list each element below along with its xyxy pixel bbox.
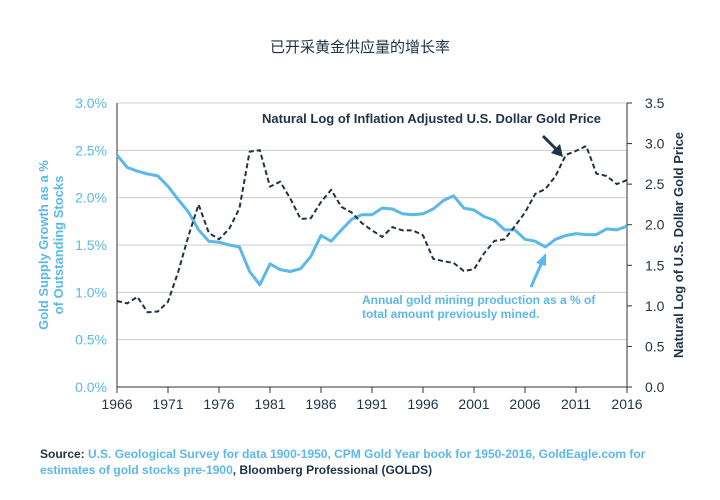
y-right-tick-label: 2.0 xyxy=(645,217,665,233)
source-trailing: , Bloomberg Professional (GOLDS) xyxy=(232,463,433,477)
y-right-axis-title: Natural Log of U.S. Dollar Gold Price xyxy=(671,132,686,358)
x-tick-label: 2011 xyxy=(561,396,591,412)
annotation-arrowhead-supply xyxy=(536,253,546,266)
annotation-supply-line: Annual gold mining production as a % of xyxy=(362,293,596,307)
y-left-tick-label: 1.0% xyxy=(75,284,107,300)
y-right-tick-label: 0.5 xyxy=(645,338,665,354)
y-left-tick-label: 2.0% xyxy=(75,190,107,206)
x-tick-label: 1971 xyxy=(152,396,183,412)
y-right-tick-label: 3.5 xyxy=(645,95,665,111)
x-tick-label: 1976 xyxy=(203,396,234,412)
y-left-tick-label: 0.0% xyxy=(75,379,107,395)
y-left-tick-label: 1.5% xyxy=(75,237,107,253)
x-tick-label: 2016 xyxy=(611,396,642,412)
chart-area: 0.0% 0.5% 1.0% 1.5% 2.0% 2.5% 3.0% 0.0 0.5 1.0 1.5… xyxy=(36,95,686,412)
annotation-supply-line: total amount previously mined. xyxy=(362,307,539,321)
y-right-tick-label: 3.0 xyxy=(645,136,665,152)
annotation-arrow-gold-price xyxy=(541,134,559,152)
series-line-supply-growth xyxy=(115,154,628,287)
x-tick-label: 1966 xyxy=(101,396,132,412)
x-tick-label: 1986 xyxy=(305,396,336,412)
annotation-arrow-supply xyxy=(529,261,544,288)
y-right-tick-label: 2.5 xyxy=(645,176,665,192)
x-tick-label: 2006 xyxy=(509,396,540,412)
series-line-gold-price xyxy=(116,145,628,314)
y-left-tick-label: 2.5% xyxy=(75,142,107,158)
y-right-tick-label: 1.5 xyxy=(645,257,665,273)
source-highlight: U.S. Geological Survey for data 1900-195… xyxy=(40,447,646,477)
annotation-gold-price: Natural Log of Inflation Adjusted U.S. D… xyxy=(262,111,601,126)
x-tick-label: 2001 xyxy=(458,396,489,412)
y-left-tick-label: 0.5% xyxy=(75,332,107,348)
x-tick-label: 1981 xyxy=(254,396,285,412)
x-tick-label: 1996 xyxy=(407,396,438,412)
y-right-tick-label: 0.0 xyxy=(645,379,665,395)
chart-title: 已开采黄金供应量的增长率 xyxy=(269,38,450,56)
y-right-tick-label: 1.0 xyxy=(645,298,665,314)
y-left-tick-label: 3.0% xyxy=(75,95,107,111)
x-tick-label: 1991 xyxy=(356,396,387,412)
source-note: Source: U.S. Geological Survey for data … xyxy=(40,446,690,478)
source-label: Source: xyxy=(40,447,85,461)
annotation-arrowhead-gold-price xyxy=(551,144,563,157)
y-left-axis-title: Gold Supply Growth as a %of Outstanding … xyxy=(36,160,66,330)
